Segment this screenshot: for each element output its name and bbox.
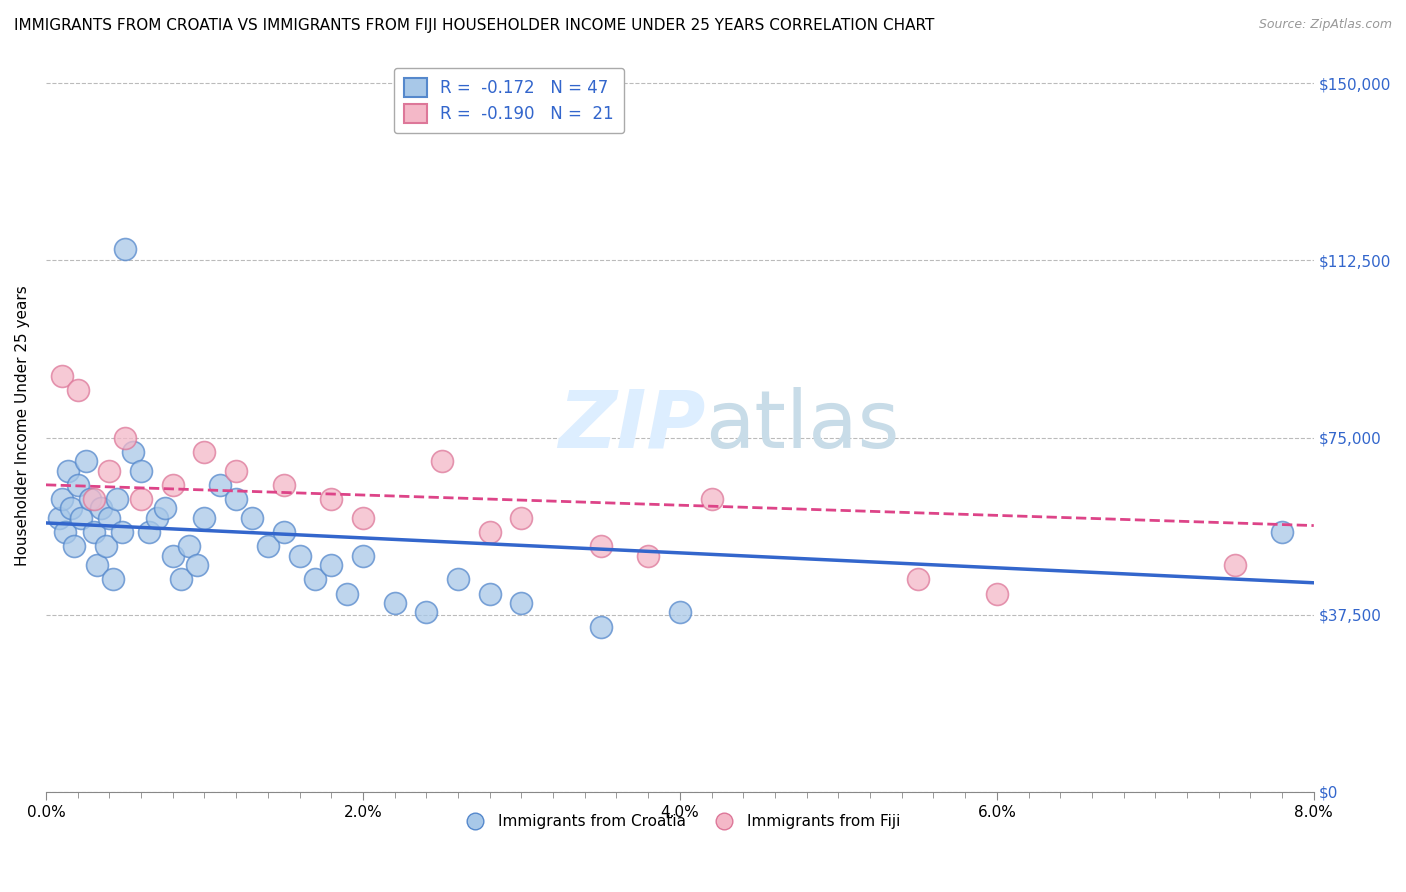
Point	[986, 586, 1008, 600]
Point	[86, 558, 108, 573]
Point	[510, 596, 533, 610]
Point	[352, 511, 374, 525]
Point	[111, 525, 134, 540]
Text: ZIP: ZIP	[558, 387, 706, 465]
Point	[129, 491, 152, 506]
Point	[98, 464, 121, 478]
Point	[415, 606, 437, 620]
Point	[288, 549, 311, 563]
Point	[60, 501, 83, 516]
Point	[66, 384, 89, 398]
Text: Source: ZipAtlas.com: Source: ZipAtlas.com	[1258, 18, 1392, 31]
Point	[101, 572, 124, 586]
Point	[273, 478, 295, 492]
Point	[193, 511, 215, 525]
Point	[352, 549, 374, 563]
Point	[177, 539, 200, 553]
Point	[83, 491, 105, 506]
Point	[75, 454, 97, 468]
Point	[510, 511, 533, 525]
Point	[240, 511, 263, 525]
Point	[129, 464, 152, 478]
Point	[162, 478, 184, 492]
Point	[105, 491, 128, 506]
Point	[114, 242, 136, 256]
Point	[53, 525, 76, 540]
Point	[273, 525, 295, 540]
Point	[66, 478, 89, 492]
Point	[138, 525, 160, 540]
Point	[321, 558, 343, 573]
Point	[96, 539, 118, 553]
Point	[170, 572, 193, 586]
Point	[69, 511, 91, 525]
Point	[304, 572, 326, 586]
Point	[256, 539, 278, 553]
Point	[146, 511, 169, 525]
Point	[56, 464, 79, 478]
Point	[336, 586, 359, 600]
Point	[1223, 558, 1246, 573]
Point	[79, 491, 101, 506]
Y-axis label: Householder Income Under 25 years: Householder Income Under 25 years	[15, 285, 30, 566]
Point	[186, 558, 208, 573]
Point	[48, 511, 70, 525]
Point	[430, 454, 453, 468]
Point	[114, 431, 136, 445]
Point	[63, 539, 86, 553]
Point	[478, 586, 501, 600]
Point	[447, 572, 470, 586]
Point	[225, 491, 247, 506]
Point	[907, 572, 929, 586]
Point	[162, 549, 184, 563]
Point	[384, 596, 406, 610]
Point	[478, 525, 501, 540]
Point	[83, 525, 105, 540]
Point	[637, 549, 659, 563]
Point	[122, 444, 145, 458]
Point	[321, 491, 343, 506]
Point	[225, 464, 247, 478]
Point	[669, 606, 692, 620]
Point	[209, 478, 232, 492]
Text: atlas: atlas	[706, 387, 900, 465]
Text: IMMIGRANTS FROM CROATIA VS IMMIGRANTS FROM FIJI HOUSEHOLDER INCOME UNDER 25 YEAR: IMMIGRANTS FROM CROATIA VS IMMIGRANTS FR…	[14, 18, 935, 33]
Point	[153, 501, 176, 516]
Legend: Immigrants from Croatia, Immigrants from Fiji: Immigrants from Croatia, Immigrants from…	[453, 808, 907, 836]
Point	[589, 619, 612, 633]
Point	[193, 444, 215, 458]
Point	[51, 491, 73, 506]
Point	[1271, 525, 1294, 540]
Point	[700, 491, 723, 506]
Point	[98, 511, 121, 525]
Point	[51, 369, 73, 384]
Point	[90, 501, 112, 516]
Point	[589, 539, 612, 553]
